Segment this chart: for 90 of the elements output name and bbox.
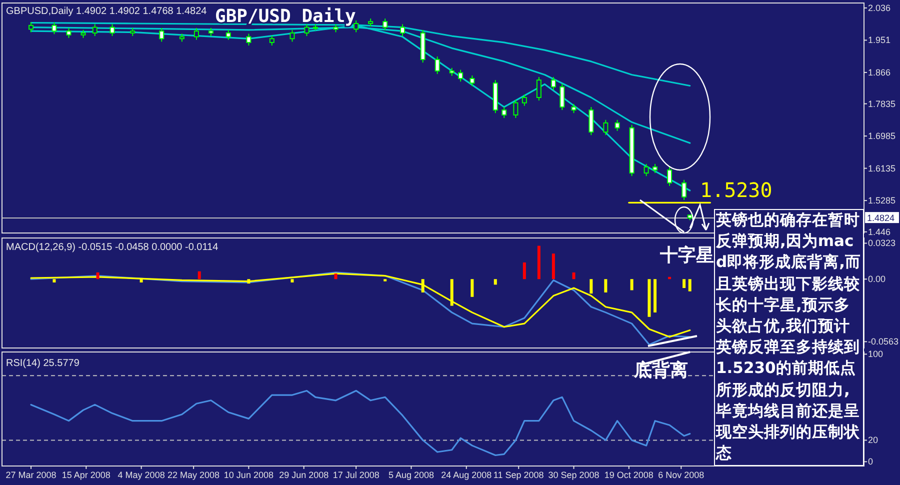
text: 英镑也的确存在暂时反弹预期,因为macd即将形成底背离,而且英镑出现下影线较长的十字星,预示多头欲占优,我们预计英镑反弹至多持续到1.5230的前期低点所形成的反切阻力,毕竟均线目前还是呈现空头排列的压制状态 [716, 211, 861, 462]
line-series [30, 24, 691, 192]
bar [682, 279, 686, 288]
candlestick [522, 94, 527, 106]
candlestick [652, 163, 658, 174]
x-tick-label: 10 Jun 2008 [224, 470, 274, 480]
bar [140, 279, 143, 282]
y-tick-label: 0.00 [868, 274, 886, 284]
bar [630, 279, 634, 290]
x-tick-label: 17 Jul 2008 [332, 470, 380, 480]
x-tick-label: 30 Sep 2008 [548, 470, 600, 480]
bar [247, 279, 250, 284]
y-tick-label: -0.0563 [868, 336, 899, 347]
candlestick [550, 76, 556, 90]
bar [494, 279, 497, 285]
y-tick-label: 1.866 [868, 67, 891, 78]
bar [96, 272, 100, 280]
candlestick [434, 56, 440, 74]
y-tick-label: 2.036 [868, 2, 891, 13]
ref-line-label: 1.4824 [867, 213, 895, 224]
y-tick-label: 1.6135 [868, 163, 896, 174]
y-tick-label: 1.7835 [868, 98, 896, 109]
y-tick-label: 0.0323 [868, 238, 896, 248]
candlestick [246, 33, 252, 46]
y-tick-label: 0 [868, 456, 874, 467]
x-tick-label: 5 Aug 2008 [388, 470, 434, 480]
bar [604, 279, 608, 292]
chart-title: GBP/USD Daily [215, 6, 356, 27]
bar [537, 246, 540, 280]
candlestick [290, 29, 295, 42]
candlestick [536, 76, 542, 102]
x-tick-label: 4 May 2008 [118, 470, 165, 480]
candlestick [226, 29, 231, 40]
x-tick-label: 27 Mar 2008 [6, 470, 56, 480]
bar [450, 279, 454, 306]
annotation: RSI(14) 25.5779 [6, 358, 80, 369]
line-series [30, 390, 691, 456]
candlestick [194, 28, 199, 40]
candlestick [52, 22, 57, 35]
y-tick-label: 1.6985 [868, 131, 896, 142]
bar [421, 279, 424, 292]
candlestick [110, 24, 115, 37]
candlestick [354, 20, 359, 33]
y-tick-label: 20 [868, 435, 878, 446]
bar [688, 279, 692, 292]
y-tick-label: 1.446 [868, 226, 891, 237]
candlestick [269, 35, 274, 46]
bar [552, 254, 555, 280]
y-tick-label: 1.5285 [868, 196, 896, 206]
candlestick [28, 22, 34, 33]
bar [590, 279, 593, 294]
annotation: MACD(12,26,9) -0.0515 -0.0458 0.0000 -0.0114 [6, 242, 219, 253]
candlestick [682, 179, 687, 200]
candlestick [159, 28, 164, 42]
bar [470, 279, 474, 297]
candlestick [92, 24, 98, 37]
candlestick [588, 106, 594, 136]
candlestick [66, 28, 72, 38]
bar [648, 279, 651, 317]
candlestick [571, 103, 576, 114]
candlestick [513, 99, 518, 118]
x-tick-label: 29 Jun 2008 [279, 470, 329, 480]
bar [572, 272, 576, 280]
candlestick [470, 74, 475, 87]
x-tick-label: 22 May 2008 [168, 470, 220, 480]
candlestick [502, 106, 507, 118]
x-tick-label: 24 Aug 2008 [441, 470, 492, 480]
annotation: GBPUSD,Daily 1.4902 1.4902 1.4768 1.4824 [6, 6, 208, 17]
candlestick [644, 163, 649, 177]
annotation: 十字星 [659, 245, 714, 266]
candlestick [458, 69, 464, 82]
bar [52, 279, 56, 282]
y-tick-label: 1.951 [868, 35, 891, 46]
candlestick [667, 166, 672, 186]
annotation: 1.5230 [700, 178, 772, 202]
candlestick [614, 119, 620, 132]
bar [522, 262, 526, 280]
bar [290, 279, 294, 282]
x-tick-label: 11 Sep 2008 [493, 470, 544, 480]
bar [654, 279, 657, 312]
x-tick-label: 15 Apr 2008 [62, 470, 110, 480]
candlestick [560, 83, 565, 111]
x-tick-label: 19 Oct 2008 [604, 470, 654, 480]
bar [334, 274, 338, 280]
candlestick [400, 24, 406, 37]
bar [198, 271, 201, 280]
candlestick [603, 119, 608, 136]
x-tick-label: 6 Nov 2008 [658, 470, 704, 480]
y-tick-label: 100 [868, 349, 884, 360]
candlestick [382, 18, 388, 31]
